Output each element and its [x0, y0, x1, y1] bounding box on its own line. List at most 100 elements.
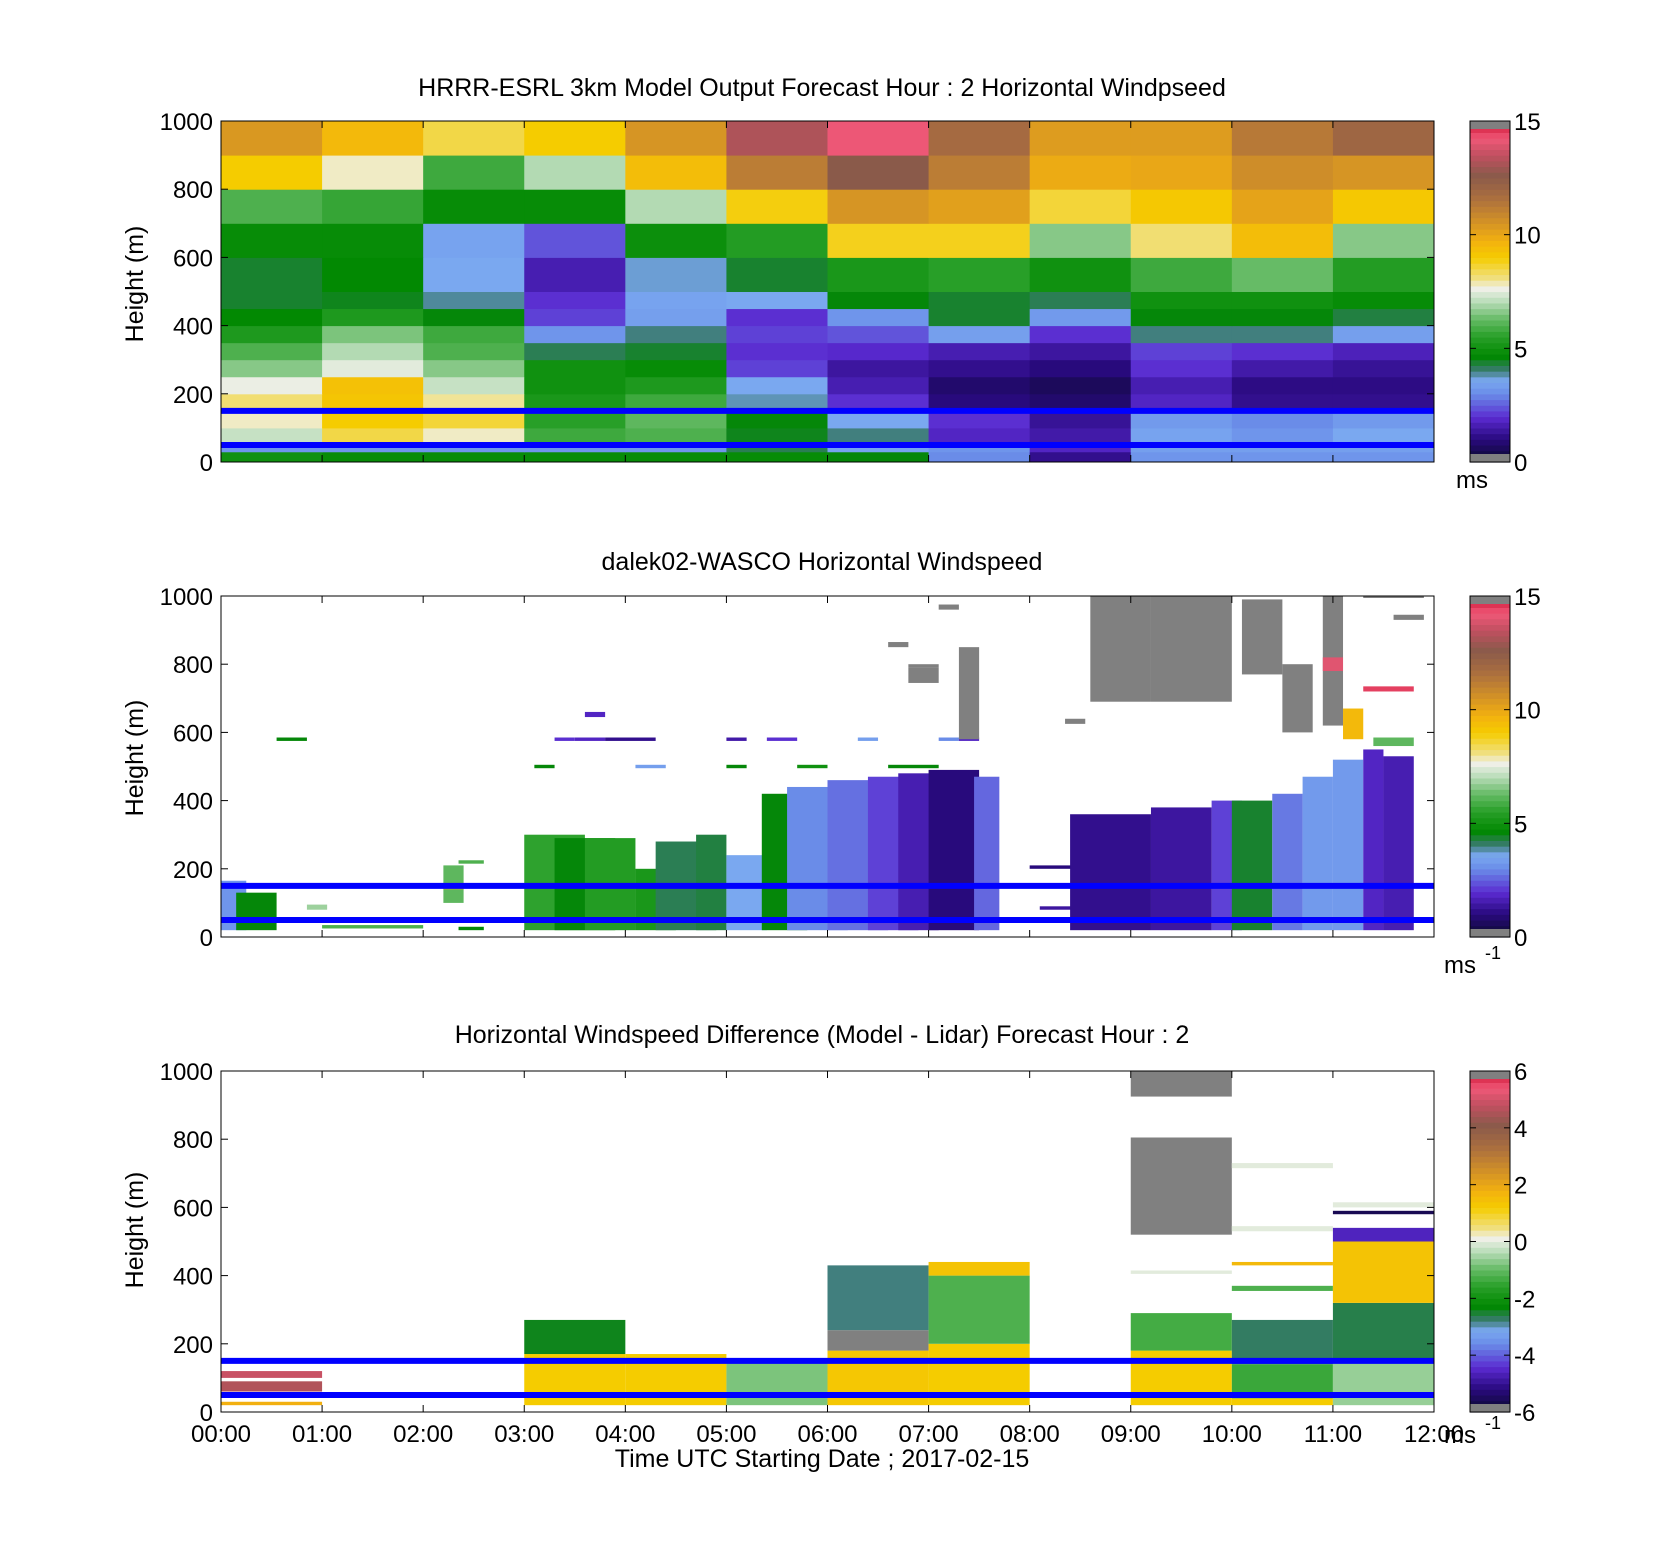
colorbar-swatch [1470, 783, 1510, 790]
heatmap-cell [524, 189, 626, 224]
x-tick-label: 01:00 [292, 1421, 352, 1448]
colorbar-swatch [1470, 880, 1510, 887]
data-segment [827, 1265, 929, 1331]
colorbar-under-swatch [1470, 1404, 1510, 1412]
colorbar-swatch [1470, 658, 1510, 665]
heatmap-cell [726, 451, 828, 463]
colorbar-swatch [1470, 1355, 1510, 1362]
colorbar-swatch [1470, 874, 1510, 881]
heatmap-cell [322, 223, 424, 258]
heatmap-cell [1231, 410, 1334, 429]
colorbar-swatch [1470, 132, 1510, 139]
heatmap-cell [221, 121, 323, 156]
colorbar-swatch [1470, 1372, 1510, 1379]
colorbar-swatch [1470, 240, 1510, 247]
colorbar-swatch [1470, 325, 1510, 332]
heatmap-cell [928, 291, 1031, 310]
heatmap-cell [322, 257, 424, 292]
heatmap-cell [1332, 393, 1435, 412]
panel3-x-ticks: 00:00 01:00 02:00 03:00 04:00 05:00 06:00 07:00… [191, 1421, 1464, 1448]
data-segment [306, 904, 328, 910]
colorbar-swatch [1470, 919, 1510, 927]
heatmap-cell [928, 223, 1031, 258]
colorbar-over-swatch [1470, 1071, 1510, 1079]
data-segment [1373, 737, 1414, 747]
colorbar-swatch [1470, 624, 1510, 631]
data-segment [908, 667, 939, 683]
panel2-title: dalek02-WASCO Horizontal Windspeed [602, 548, 1043, 576]
panel2-colorbar-unit-exponent: -1 [1485, 943, 1501, 963]
heatmap-cell [221, 308, 323, 327]
y-tick-label: 400 [173, 1264, 213, 1291]
heatmap-cell [827, 189, 930, 224]
y-tick-label: 1000 [160, 109, 213, 136]
colorbar-swatch [1470, 183, 1510, 190]
data-segment [938, 737, 959, 741]
heatmap-cell [726, 325, 828, 344]
heatmap-cell [1029, 451, 1132, 463]
colorbar-swatch [1470, 908, 1510, 915]
colorbar-swatch [1470, 851, 1510, 859]
x-tick-label: 03:00 [494, 1421, 554, 1448]
y-tick-label: 600 [173, 1195, 213, 1222]
panel3-xlabel: Time UTC Starting Date ; 2017-02-15 [615, 1445, 1030, 1473]
heatmap-cell [1332, 291, 1435, 310]
heatmap-cell [1130, 393, 1233, 412]
colorbar-swatch [1470, 354, 1510, 361]
data-segment [1241, 599, 1283, 675]
colorbar-swatch [1470, 1088, 1510, 1095]
data-segment [1332, 1302, 1434, 1361]
data-segment [726, 737, 747, 741]
heatmap-cell [1130, 325, 1233, 344]
heatmap-cell [726, 427, 828, 443]
colorbar-swatch [1470, 1264, 1510, 1271]
heatmap-cell [524, 223, 626, 258]
heatmap-cell [1332, 189, 1435, 224]
heatmap-cell [726, 189, 828, 224]
heatmap-cell [423, 393, 525, 412]
heatmap-cell [524, 451, 626, 463]
data-segment [1282, 664, 1313, 733]
data-segment [1322, 657, 1344, 672]
colorbar-swatch [1470, 1298, 1510, 1305]
colorbar-tick-label: -6 [1514, 1400, 1535, 1427]
data-segment [974, 776, 1000, 931]
colorbar-swatch [1470, 1338, 1510, 1345]
data-segment [1231, 800, 1273, 931]
colorbar-swatch [1470, 342, 1510, 349]
data-segment [1231, 1261, 1333, 1266]
panel3-y-ticks: 0 200 400 600 800 1000 [160, 1059, 1434, 1427]
heatmap-cell [221, 451, 323, 463]
heatmap-cell [1332, 155, 1435, 190]
heatmap-cell [1332, 451, 1435, 463]
heatmap-cell [524, 376, 626, 395]
x-tick-label: 12:00 [1404, 1421, 1464, 1448]
heatmap-cell [1029, 189, 1132, 224]
heatmap-cell [827, 121, 930, 156]
heatmap-cell [1130, 155, 1233, 190]
colorbar-swatch [1470, 1269, 1510, 1277]
heatmap-cell [1332, 427, 1435, 443]
heatmap-cell [1029, 121, 1132, 156]
colorbar-swatch [1470, 1110, 1510, 1118]
panel1-colorbar: 0 5 10 15 [1469, 109, 1541, 477]
colorbar-swatch [1470, 732, 1510, 739]
heatmap-cell [827, 325, 930, 344]
data-segment [1150, 596, 1232, 702]
colorbar-tick-label: -2 [1514, 1286, 1535, 1313]
heatmap-cell [1029, 223, 1132, 258]
colorbar-swatch [1470, 280, 1510, 287]
colorbar-swatch [1470, 388, 1510, 395]
data-segment [1231, 1398, 1333, 1406]
data-segment [908, 664, 939, 668]
heatmap-cell [221, 291, 323, 310]
colorbar-tick-label: 4 [1514, 1116, 1527, 1143]
colorbar-swatch [1470, 914, 1510, 921]
colorbar-swatch [1470, 800, 1510, 807]
colorbar-swatch [1470, 1292, 1510, 1299]
data-segment [1029, 865, 1081, 869]
y-tick-label: 800 [173, 1127, 213, 1154]
heatmap-cell [1231, 155, 1334, 190]
heatmap-cell [625, 410, 727, 429]
